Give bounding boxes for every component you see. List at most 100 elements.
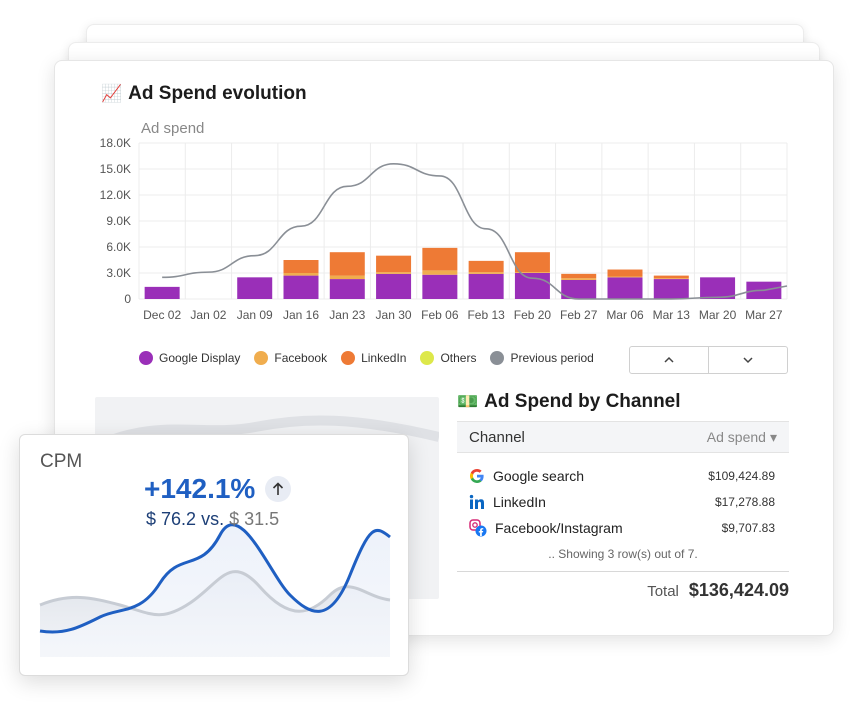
- google-icon: [470, 469, 484, 483]
- channel-title: 💵 Ad Spend by Channel: [457, 391, 681, 413]
- bar-google-display: [468, 273, 504, 299]
- cpm-previous-line: [39, 570, 391, 617]
- channel-table-header: Channel Ad spend ▾: [457, 421, 789, 453]
- x-tick-label: Mar 20: [699, 308, 737, 322]
- bar-facebook: [607, 276, 643, 278]
- previous-period-line: [162, 162, 788, 300]
- bar-google-display: [376, 273, 412, 299]
- cpm-current: $ 76.2: [146, 509, 197, 529]
- facebook-instagram-icon: [469, 519, 487, 537]
- x-tick-label: Jan 23: [329, 308, 365, 322]
- x-tick-label: Mar 06: [606, 308, 644, 322]
- legend-label: LinkedIn: [361, 351, 407, 365]
- channel-title-text: Ad Spend by Channel: [484, 391, 681, 412]
- cpm-current-area: [40, 524, 390, 657]
- cpm-vs: vs.: [201, 509, 225, 529]
- bar-google-display: [237, 277, 273, 299]
- bar-linkedin: [422, 247, 458, 271]
- channel-total: Total $136,424.09: [457, 572, 789, 601]
- legend-item[interactable]: LinkedIn: [341, 351, 406, 365]
- legend-swatch: [254, 351, 269, 365]
- bar-facebook: [376, 272, 412, 274]
- column-channel: Channel: [469, 428, 525, 446]
- legend-item[interactable]: Google Display: [139, 351, 240, 365]
- column-ad-spend-label: Ad spend: [706, 429, 766, 445]
- money-emoji-icon: 💵: [457, 392, 479, 411]
- cpm-card: CPM +142.1% $ 76.2 vs. $ 31.5: [19, 434, 409, 676]
- legend-item[interactable]: Others: [420, 351, 476, 365]
- table-row: Google search $109,424.89: [457, 463, 789, 489]
- bar-google-display: [514, 273, 550, 299]
- legend-swatch: [420, 351, 435, 365]
- cpm-change-value: +142.1%: [144, 473, 256, 504]
- x-tick-label: Jan 30: [376, 308, 412, 322]
- legend-pager: [629, 346, 788, 374]
- legend-swatch: [341, 351, 356, 365]
- legend-item[interactable]: Previous period: [490, 351, 594, 365]
- bar-linkedin: [329, 252, 365, 276]
- legend-label: Previous period: [510, 351, 594, 365]
- y-tick-label: 9.0K: [106, 214, 131, 228]
- chevron-up-icon[interactable]: [630, 347, 708, 373]
- channel-name: Google search: [493, 468, 585, 484]
- legend-item[interactable]: Facebook: [254, 351, 327, 365]
- bar-facebook: [329, 275, 365, 280]
- cpm-sparkline: [39, 523, 391, 657]
- chevron-down-icon[interactable]: [708, 347, 787, 373]
- bar-facebook: [514, 272, 550, 273]
- column-ad-spend[interactable]: Ad spend ▾: [707, 429, 777, 446]
- y-tick-label: 12.0K: [100, 188, 131, 202]
- cpm-current-line: [39, 523, 391, 634]
- bar-google-display: [653, 279, 689, 299]
- bar-facebook: [283, 273, 319, 276]
- x-tick-label: Feb 06: [421, 308, 459, 322]
- channel-name: LinkedIn: [493, 494, 546, 510]
- channel-table: Channel Ad spend ▾ Google search $109,42…: [457, 421, 789, 601]
- ad-spend-title: 📈 Ad Spend evolution: [101, 83, 307, 105]
- legend-label: Others: [440, 351, 477, 365]
- arrow-up-icon: [265, 476, 292, 502]
- bar-google-display: [561, 279, 597, 299]
- bar-google-display: [144, 286, 180, 299]
- ad-spend-title-text: Ad Spend evolution: [128, 83, 307, 104]
- bar-facebook: [653, 278, 689, 280]
- legend-label: Google Display: [159, 351, 241, 365]
- channel-value: $9,707.83: [721, 521, 775, 535]
- bar-linkedin: [283, 260, 319, 273]
- x-tick-label: Jan 02: [190, 308, 226, 322]
- bar-google-display: [607, 277, 643, 299]
- bar-google-display: [422, 274, 458, 299]
- x-tick-label: Dec 02: [143, 308, 181, 322]
- y-tick-label: 6.0K: [106, 240, 131, 254]
- x-tick-label: Feb 27: [560, 308, 598, 322]
- bar-linkedin: [607, 269, 643, 277]
- y-tick-label: 15.0K: [100, 162, 131, 176]
- bar-google-display: [700, 277, 736, 299]
- bar-linkedin: [468, 260, 504, 273]
- sort-caret-icon: ▾: [769, 428, 777, 445]
- cpm-title: CPM: [40, 451, 83, 472]
- y-tick-label: 18.0K: [100, 136, 131, 150]
- x-tick-label: Feb 13: [467, 308, 505, 322]
- bar-facebook: [468, 272, 504, 274]
- bar-linkedin: [653, 275, 689, 279]
- bar-facebook: [422, 270, 458, 275]
- chart-emoji-icon: 📈: [101, 84, 123, 103]
- x-tick-label: Jan 16: [283, 308, 319, 322]
- total-value: $136,424.09: [688, 580, 789, 600]
- channel-name: Facebook/Instagram: [495, 520, 623, 536]
- x-tick-label: Jan 09: [237, 308, 273, 322]
- bar-google-display: [329, 279, 365, 299]
- bar-facebook: [561, 278, 597, 280]
- x-tick-label: Mar 27: [745, 308, 783, 322]
- y-axis-label: Ad spend: [141, 120, 204, 137]
- channel-value: $109,424.89: [708, 469, 775, 483]
- chart-legend: Google Display Facebook LinkedIn Others Prev…: [139, 351, 594, 365]
- y-tick-label: 0: [124, 292, 131, 306]
- channel-value: $17,278.88: [714, 495, 775, 509]
- table-row: Facebook/Instagram $9,707.83: [457, 515, 789, 541]
- cpm-previous: $ 31.5: [229, 509, 280, 529]
- total-label: Total: [647, 583, 679, 600]
- y-tick-label: 3.0K: [106, 266, 131, 280]
- rows-footnote: .. Showing 3 row(s) out of 7.: [457, 547, 789, 572]
